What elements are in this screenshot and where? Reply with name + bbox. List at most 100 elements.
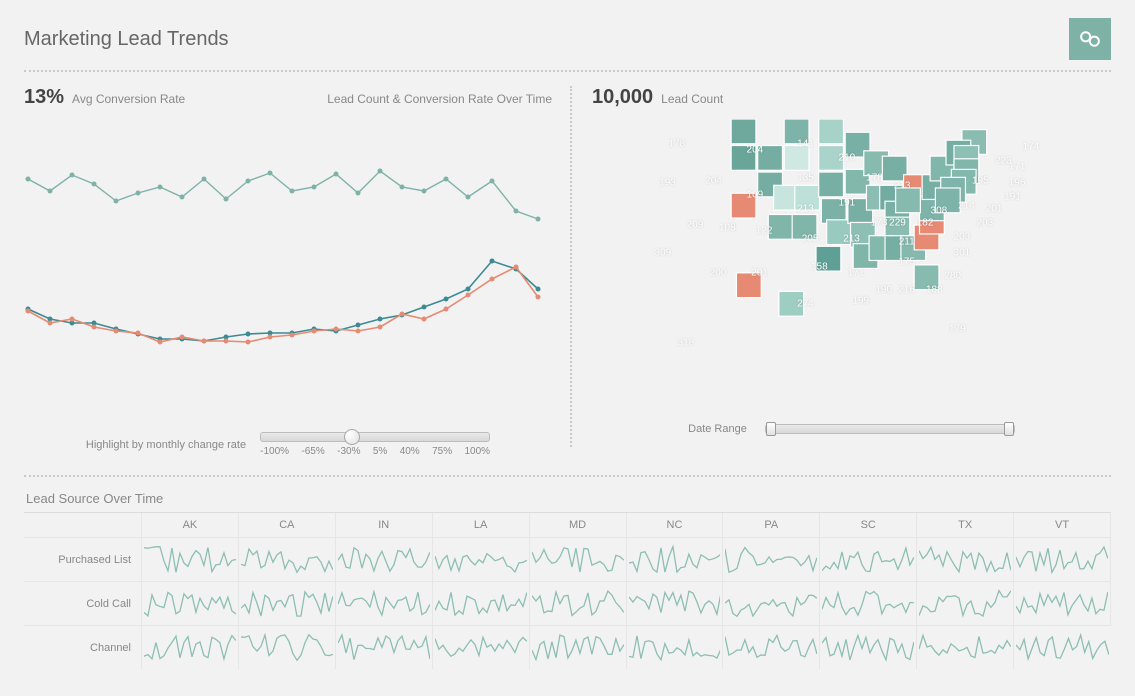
chart-point[interactable] (514, 209, 519, 214)
chart-point[interactable] (378, 169, 383, 174)
spark-col-MD[interactable]: MD (530, 513, 627, 537)
highlight-slider[interactable] (260, 432, 490, 442)
chart-point[interactable] (466, 293, 471, 298)
spark-cell[interactable] (917, 625, 1014, 669)
spark-col-AK[interactable]: AK (142, 513, 239, 537)
spark-cell[interactable] (142, 625, 239, 669)
chart-point[interactable] (490, 259, 495, 264)
spark-col-IN[interactable]: IN (336, 513, 433, 537)
spark-col-PA[interactable]: PA (723, 513, 820, 537)
map-state-MT[interactable] (784, 119, 809, 144)
spark-col-NC[interactable]: NC (627, 513, 724, 537)
chart-point[interactable] (48, 189, 53, 194)
map-state-ID[interactable] (757, 146, 782, 171)
spark-cell[interactable] (336, 625, 433, 669)
spark-cell[interactable] (530, 625, 627, 669)
chart-point[interactable] (334, 327, 339, 332)
chart-point[interactable] (290, 333, 295, 338)
chart-point[interactable] (92, 325, 97, 330)
spark-cell[interactable] (1014, 581, 1111, 625)
chart-point[interactable] (246, 332, 251, 337)
chart-point[interactable] (158, 340, 163, 345)
chart-point[interactable] (444, 177, 449, 182)
date-range-thumb-start[interactable] (766, 422, 776, 436)
map-state-CA[interactable] (731, 193, 756, 218)
chart-point[interactable] (158, 185, 163, 190)
spark-cell[interactable] (723, 625, 820, 669)
chart-point[interactable] (136, 191, 141, 196)
chart-point[interactable] (334, 172, 339, 177)
spark-cell[interactable] (530, 537, 627, 581)
spark-cell[interactable] (627, 581, 724, 625)
spark-cell[interactable] (433, 537, 530, 581)
map-state-WV[interactable] (895, 188, 920, 213)
spark-cell[interactable] (433, 625, 530, 669)
spark-cell[interactable] (627, 537, 724, 581)
spark-col-SC[interactable]: SC (820, 513, 917, 537)
spark-cell[interactable] (239, 537, 336, 581)
highlight-slider-thumb[interactable] (344, 429, 360, 445)
chart-point[interactable] (422, 305, 427, 310)
spark-cell[interactable] (627, 625, 724, 669)
chart-point[interactable] (490, 179, 495, 184)
map-state-SD[interactable] (818, 146, 843, 171)
spark-cell[interactable] (336, 581, 433, 625)
spark-cell[interactable] (530, 581, 627, 625)
chart-point[interactable] (290, 189, 295, 194)
map-state-OR[interactable] (731, 146, 756, 171)
date-range-thumb-end[interactable] (1004, 422, 1014, 436)
chart-point[interactable] (136, 331, 141, 336)
chart-point[interactable] (70, 317, 75, 322)
chart-point[interactable] (312, 329, 317, 334)
chart-point[interactable] (26, 309, 31, 314)
spark-cell[interactable] (239, 581, 336, 625)
map-state-FL[interactable] (914, 265, 939, 290)
spark-cell[interactable] (1014, 625, 1111, 669)
map-state-CO[interactable] (794, 185, 819, 210)
chart-point[interactable] (180, 195, 185, 200)
chart-point[interactable] (26, 177, 31, 182)
chart-point[interactable] (224, 197, 229, 202)
chart-point[interactable] (466, 195, 471, 200)
chart-point[interactable] (180, 335, 185, 340)
chart-point[interactable] (536, 287, 541, 292)
chart-point[interactable] (268, 335, 273, 340)
spark-cell[interactable] (433, 581, 530, 625)
date-range-slider[interactable] (765, 424, 1015, 434)
chart-point[interactable] (536, 217, 541, 222)
spark-cell[interactable] (917, 537, 1014, 581)
chart-point[interactable] (422, 317, 427, 322)
chart-point[interactable] (246, 340, 251, 345)
chart-point[interactable] (400, 312, 405, 317)
chart-point[interactable] (92, 182, 97, 187)
spark-col-CA[interactable]: CA (239, 513, 336, 537)
spark-cell[interactable] (917, 581, 1014, 625)
spark-col-LA[interactable]: LA (433, 513, 530, 537)
chart-point[interactable] (514, 265, 519, 270)
chart-point[interactable] (224, 339, 229, 344)
spark-cell[interactable] (142, 537, 239, 581)
map-state-AK[interactable] (736, 273, 761, 298)
chart-point[interactable] (444, 307, 449, 312)
chart-point[interactable] (536, 295, 541, 300)
spark-col-TX[interactable]: TX (917, 513, 1014, 537)
spark-cell[interactable] (336, 537, 433, 581)
spark-cell[interactable] (1014, 537, 1111, 581)
chart-point[interactable] (48, 321, 53, 326)
map-state-WY[interactable] (784, 146, 809, 171)
spark-cell[interactable] (820, 537, 917, 581)
spark-cell[interactable] (142, 581, 239, 625)
chart-point[interactable] (70, 173, 75, 178)
map-state-ND[interactable] (818, 119, 843, 144)
chart-point[interactable] (356, 191, 361, 196)
chart-point[interactable] (202, 339, 207, 344)
spark-cell[interactable] (820, 625, 917, 669)
map-state-NM[interactable] (792, 214, 817, 239)
chart-point[interactable] (400, 185, 405, 190)
chart-point[interactable] (114, 329, 119, 334)
chart-point[interactable] (356, 329, 361, 334)
chart-point[interactable] (444, 297, 449, 302)
chart-point[interactable] (378, 317, 383, 322)
chart-point[interactable] (268, 171, 273, 176)
chart-point[interactable] (466, 287, 471, 292)
